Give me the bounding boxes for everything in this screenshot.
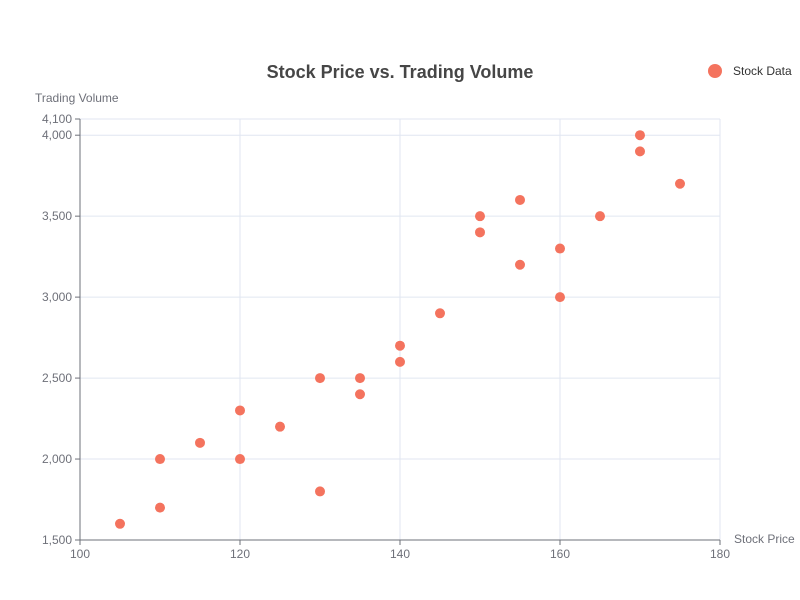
- tick-labels: 100 120 140 160 180 1,500 2,000 2,500 3,000 3,500…: [42, 112, 730, 561]
- data-point[interactable]: [435, 308, 445, 319]
- data-points[interactable]: [115, 130, 685, 529]
- legend[interactable]: Stock Data: [708, 64, 792, 78]
- y-tick-label: 4,100: [42, 112, 72, 126]
- y-tick-label: 2,000: [42, 452, 72, 466]
- data-point[interactable]: [555, 292, 565, 303]
- data-point[interactable]: [315, 373, 325, 384]
- data-point[interactable]: [115, 518, 125, 529]
- data-point[interactable]: [395, 340, 405, 351]
- data-point[interactable]: [595, 211, 605, 222]
- x-tick-label: 140: [390, 547, 410, 561]
- x-tick-label: 180: [710, 547, 730, 561]
- data-point[interactable]: [635, 146, 645, 157]
- data-point[interactable]: [675, 178, 685, 189]
- data-point[interactable]: [355, 389, 365, 400]
- y-tick-label: 3,000: [42, 290, 72, 304]
- x-tick-label: 160: [550, 547, 570, 561]
- data-point[interactable]: [315, 486, 325, 497]
- y-tick-label: 2,500: [42, 371, 72, 385]
- data-point[interactable]: [475, 211, 485, 222]
- axes: [75, 118, 721, 545]
- data-point[interactable]: [395, 356, 405, 367]
- legend-marker-stock-data[interactable]: [708, 64, 722, 78]
- chart-title: Stock Price vs. Trading Volume: [267, 62, 534, 82]
- data-point[interactable]: [275, 421, 285, 432]
- data-point[interactable]: [155, 502, 165, 513]
- data-point[interactable]: [635, 130, 645, 141]
- data-point[interactable]: [195, 437, 205, 448]
- x-tick-label: 120: [230, 547, 250, 561]
- x-tick-label: 100: [70, 547, 90, 561]
- data-point[interactable]: [155, 454, 165, 465]
- y-tick-label: 4,000: [42, 128, 72, 142]
- data-point[interactable]: [235, 454, 245, 465]
- y-tick-label: 3,500: [42, 209, 72, 223]
- grid-lines: [80, 118, 721, 540]
- data-point[interactable]: [555, 243, 565, 254]
- data-point[interactable]: [475, 227, 485, 238]
- data-point[interactable]: [355, 373, 365, 384]
- data-point[interactable]: [515, 259, 525, 270]
- data-point[interactable]: [235, 405, 245, 416]
- legend-label-stock-data[interactable]: Stock Data: [733, 64, 792, 78]
- y-axis-label: Trading Volume: [35, 91, 119, 105]
- x-axis-label: Stock Price: [734, 532, 795, 546]
- y-tick-label: 1,500: [42, 533, 72, 547]
- data-point[interactable]: [515, 194, 525, 205]
